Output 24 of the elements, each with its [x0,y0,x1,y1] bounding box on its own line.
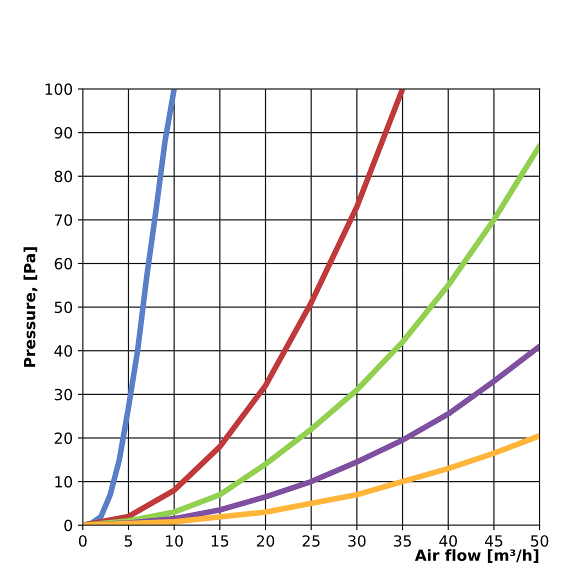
y-tick-label: 30 [54,388,72,400]
y-tick-label: 80 [54,170,72,182]
x-tick-label: 35 [394,535,411,547]
x-tick-label: 15 [212,535,228,547]
x-tick-label: 10 [166,535,183,547]
y-tick-label: 70 [54,214,72,226]
x-tick-label: 20 [256,535,274,547]
x-tick-label: 5 [124,535,132,547]
x-tick-label: 40 [439,535,457,547]
y-tick-label: 10 [55,476,72,488]
x-tick-label: 25 [302,535,320,547]
x-tick-label: 45 [484,535,502,547]
y-tick-label: 100 [46,83,72,95]
x-tick-label: 30 [348,535,366,547]
x-tick-label: 0 [78,535,87,547]
y-tick-label: 90 [54,127,72,139]
y-axis-title: Pressure, [Pa] [24,247,38,367]
y-tick-label: 0 [64,520,72,532]
y-tick-label: 60 [54,258,72,270]
y-tick-label: 50 [54,302,72,314]
y-tick-label: 40 [54,345,72,357]
x-axis-title: Air flow [m³/h] [414,549,538,563]
x-tick-label: 50 [531,535,548,547]
y-tick-label: 20 [54,432,72,444]
